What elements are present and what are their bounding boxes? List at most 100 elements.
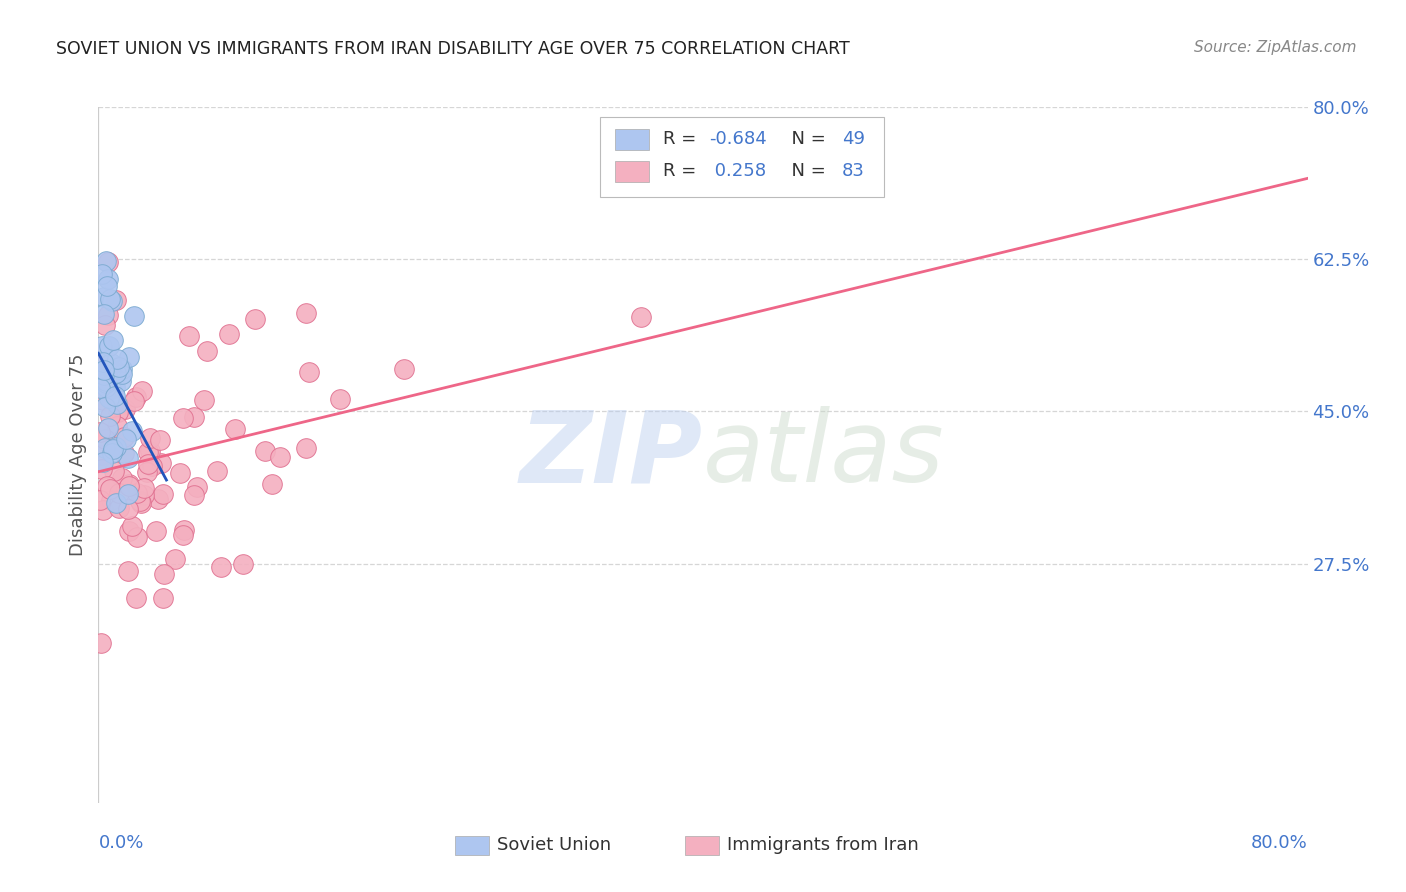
Point [103, 333, 125, 347]
Point [89, 425, 111, 439]
Point [90, 461, 112, 475]
Point [115, 432, 138, 446]
Point [105, 293, 128, 308]
Point [100, 356, 122, 370]
Point [173, 523, 195, 537]
Point [108, 359, 131, 374]
Point [94, 400, 117, 414]
Point [630, 310, 652, 325]
Point [186, 480, 208, 494]
Point [104, 434, 127, 449]
Point [165, 551, 187, 566]
Text: Source: ZipAtlas.com: Source: ZipAtlas.com [1194, 40, 1357, 55]
Point [105, 418, 128, 433]
Text: -0.684: -0.684 [709, 130, 766, 148]
Point [295, 306, 318, 320]
FancyBboxPatch shape [600, 118, 884, 197]
Point [150, 457, 173, 471]
Point [245, 311, 267, 326]
Point [295, 442, 318, 456]
Point [124, 309, 146, 323]
Point [90, 374, 112, 388]
Point [121, 425, 143, 439]
Point [298, 366, 321, 380]
Point [117, 524, 139, 538]
Point [136, 445, 159, 459]
Point [90, 636, 112, 650]
Point [209, 560, 232, 574]
Text: Immigrants from Iran: Immigrants from Iran [727, 836, 920, 855]
Point [93, 368, 115, 382]
Point [110, 362, 132, 376]
Point [131, 384, 153, 399]
Point [93, 307, 115, 321]
Point [169, 466, 191, 480]
Text: 83: 83 [842, 162, 865, 180]
Point [183, 410, 205, 425]
Point [134, 481, 156, 495]
Text: N =: N = [780, 130, 832, 148]
Point [232, 557, 254, 571]
Point [97, 374, 120, 388]
Point [103, 388, 125, 402]
Point [93, 363, 115, 377]
Point [104, 496, 127, 510]
Point [111, 471, 134, 485]
Point [127, 530, 149, 544]
Point [94, 432, 117, 446]
Point [111, 368, 134, 382]
Point [89, 492, 111, 507]
Point [97, 309, 120, 323]
Point [103, 464, 125, 478]
Point [108, 501, 131, 516]
Point [117, 450, 139, 465]
Point [97, 339, 120, 353]
Point [96, 279, 118, 293]
Point [125, 591, 148, 605]
Point [90, 267, 112, 281]
Point [91, 392, 114, 407]
Point [104, 380, 127, 394]
Point [146, 492, 169, 507]
Point [94, 318, 117, 332]
Point [91, 355, 114, 369]
Point [96, 380, 118, 394]
Point [172, 528, 194, 542]
Point [89, 381, 111, 395]
Point [100, 362, 122, 376]
Point [152, 486, 174, 500]
Point [98, 293, 121, 307]
Point [183, 488, 205, 502]
FancyBboxPatch shape [614, 128, 648, 150]
Text: R =: R = [664, 130, 702, 148]
Point [118, 350, 141, 364]
Point [329, 392, 352, 406]
Point [107, 405, 129, 419]
Point [90, 359, 112, 374]
Text: Soviet Union: Soviet Union [498, 836, 612, 855]
Point [153, 566, 176, 581]
Point [117, 564, 139, 578]
Point [125, 486, 148, 500]
FancyBboxPatch shape [614, 161, 648, 182]
Point [139, 444, 162, 458]
Point [152, 591, 174, 605]
Text: atlas: atlas [703, 407, 945, 503]
Point [97, 391, 120, 405]
Point [100, 383, 122, 397]
Point [100, 392, 122, 407]
Text: SOVIET UNION VS IMMIGRANTS FROM IRAN DISABILITY AGE OVER 75 CORRELATION CHART: SOVIET UNION VS IMMIGRANTS FROM IRAN DIS… [56, 40, 851, 58]
Point [105, 352, 128, 367]
Point [98, 482, 121, 496]
Point [114, 430, 136, 444]
Point [207, 464, 229, 478]
FancyBboxPatch shape [456, 836, 489, 855]
Point [103, 442, 125, 456]
Point [117, 487, 139, 501]
Point [91, 503, 114, 517]
Point [138, 457, 160, 471]
Point [97, 373, 120, 387]
Point [91, 448, 114, 462]
Text: 49: 49 [842, 130, 865, 148]
Point [121, 519, 143, 533]
